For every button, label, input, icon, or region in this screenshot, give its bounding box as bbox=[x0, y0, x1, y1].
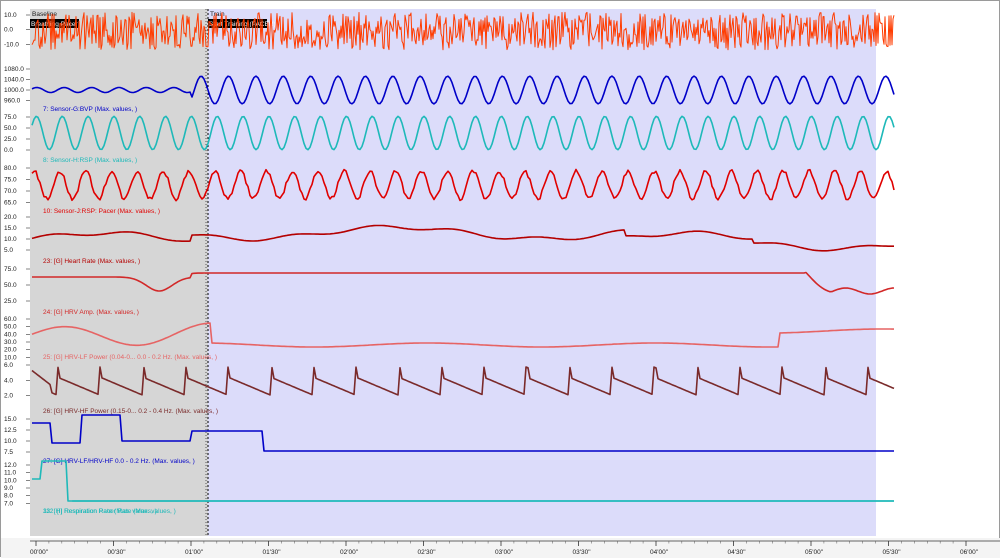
time-tick-label: 03'00" bbox=[495, 549, 514, 556]
y-tick-label: 75.0 bbox=[4, 177, 17, 184]
y-tick-label: 1040.0 bbox=[4, 77, 24, 84]
channel-ch27[interactable]: 15.0 12.5 10.0 7.5 27: [G] HRV-LF/HRV-HF 0.0… bbox=[4, 414, 894, 465]
channel-ch24[interactable]: 75.0 50.0 25.0 24: [G] HRV Amp. (Max. value… bbox=[4, 266, 895, 316]
y-tick-label: 11.0 bbox=[4, 470, 17, 477]
time-tick-label: 01'00" bbox=[185, 549, 204, 556]
channel-ch10[interactable]: 80.0 75.0 70.0 65.0 10: Sensor-J:RSP: Pacer … bbox=[4, 165, 895, 215]
phase-label-baseline: Baseline bbox=[32, 11, 57, 18]
time-tick-label: 04'30" bbox=[728, 549, 747, 556]
y-tick-label: 12.0 bbox=[4, 462, 17, 469]
y-tick-label: 50.0 bbox=[4, 282, 17, 289]
trace-ch8[interactable] bbox=[31, 115, 895, 151]
y-tick-label: 8.0 bbox=[4, 493, 13, 500]
y-tick-label: 15.0 bbox=[4, 416, 17, 423]
axis-gutter bbox=[1, 1, 30, 544]
phase-label-train: Train bbox=[210, 11, 225, 18]
trace-ch25[interactable] bbox=[31, 322, 894, 348]
channel-ch1[interactable]: 10.0 0.0 -10.0 bbox=[4, 11, 895, 51]
y-tick-label: 10.0 bbox=[4, 354, 17, 361]
y-tick-label: 2.0 bbox=[4, 393, 13, 400]
time-axis-bar bbox=[1, 538, 1000, 558]
event-marker-start-training[interactable]: Start Training (PACER) bbox=[205, 9, 276, 536]
y-tick-label: 75.0 bbox=[4, 266, 17, 273]
time-tick-label: 01'30" bbox=[263, 549, 282, 556]
time-tick-label: 03'30" bbox=[573, 549, 592, 556]
time-tick-label: 05'30" bbox=[883, 549, 902, 556]
y-tick-label: 1080.0 bbox=[4, 66, 24, 73]
y-tick-label: 50.0 bbox=[4, 125, 17, 132]
time-tick-label: 05'00" bbox=[805, 549, 824, 556]
baseline-region bbox=[30, 9, 208, 536]
channel-label: 10: Sensor-J:RSP: Pacer (Max. values, ) bbox=[43, 208, 160, 215]
y-tick-label: 12.5 bbox=[4, 427, 17, 434]
y-tick-label: 30.0 bbox=[4, 339, 17, 346]
trace-ch23[interactable] bbox=[31, 224, 894, 252]
y-tick-label: 10.0 bbox=[4, 12, 17, 19]
y-tick-label: 80.0 bbox=[4, 165, 17, 172]
channel-label: 27: [G] HRV-LF/HRV-HF 0.0 - 0.2 Hz. (Max… bbox=[43, 458, 195, 465]
y-tick-label: 65.0 bbox=[4, 200, 17, 207]
event-label: Start Training (PACER) bbox=[209, 21, 276, 28]
channel-label: 23: [G] Heart Rate (Max. values, ) bbox=[43, 258, 140, 265]
y-tick-label: 6.0 bbox=[4, 362, 13, 369]
y-tick-label: 7.5 bbox=[4, 449, 13, 456]
y-tick-label: 75.0 bbox=[4, 114, 17, 121]
channel-ch112[interactable]: 112: [I] Respiration Pacer Rate (Max. va… bbox=[43, 500, 894, 515]
channel-label: 8: Sensor-H:RSP (Max. values, ) bbox=[43, 157, 137, 164]
trace-ch10[interactable] bbox=[31, 168, 895, 202]
y-tick-label: 4.0 bbox=[4, 377, 13, 384]
channel-ch8[interactable]: 75.0 50.0 25.0 0.0 8: Sensor-H:RSP (Max. val… bbox=[4, 114, 895, 164]
y-tick-label: 20.0 bbox=[4, 347, 17, 354]
y-tick-label: 50.0 bbox=[4, 324, 17, 331]
trace-ch26[interactable] bbox=[31, 366, 895, 396]
y-tick-label: 0.0 bbox=[4, 27, 13, 34]
y-tick-label: 1000.0 bbox=[4, 87, 24, 94]
y-tick-label: 10.0 bbox=[4, 236, 17, 243]
time-tick-label: 00'00" bbox=[30, 549, 49, 556]
channel-label: 7: Sensor-G:BVP (Max. values, ) bbox=[43, 106, 137, 113]
y-tick-label: 20.0 bbox=[4, 214, 17, 221]
channel-ch23[interactable]: 20.0 15.0 10.0 5.0 23: [G] Heart Rate (Max. … bbox=[4, 214, 894, 265]
channel-label: 112: [I] Respiration Pacer Rate (Max. va… bbox=[43, 508, 176, 515]
y-tick-label: 15.0 bbox=[4, 225, 17, 232]
channel-ch26[interactable]: 6.0 4.0 2.0 26: [G] HRV-HF Power (0.15-0...… bbox=[4, 362, 895, 415]
channel-label: 25: [G] HRV-LF Power (0.04-0... 0.0 - 0.… bbox=[43, 354, 217, 361]
channel-ch7[interactable]: 1080.0 1040.0 1000.0 960.0 7: Sensor-G:BVP (… bbox=[4, 66, 895, 113]
time-axis: 00'00" 00'30" 01'00" 01'30" 02'00" 02'30" 03'0… bbox=[1, 538, 1000, 558]
y-tick-label: 7.0 bbox=[4, 500, 13, 507]
trace-ch7[interactable] bbox=[31, 75, 895, 105]
channel-label: 24: [G] HRV Amp. (Max. values, ) bbox=[43, 309, 139, 316]
y-tick-label: 10.0 bbox=[4, 438, 17, 445]
channel-ch25[interactable]: 60.050.040.030.020.010.0 25: [G] HRV-LF P… bbox=[4, 316, 894, 361]
y-tick-label: 70.0 bbox=[4, 188, 17, 195]
trace-ch24[interactable] bbox=[32, 271, 895, 295]
time-tick-label: 02'30" bbox=[418, 549, 437, 556]
y-tick-label: 5.0 bbox=[4, 247, 13, 254]
y-tick-label: 25.0 bbox=[4, 136, 17, 143]
y-tick-label: 25.0 bbox=[4, 298, 17, 305]
y-tick-label: 60.0 bbox=[4, 316, 17, 323]
time-tick-label: 04'00" bbox=[650, 549, 669, 556]
channel-label: 33: [H] Respiration Rate (Max. values, ) bbox=[43, 508, 157, 515]
y-tick-label: 10.0 bbox=[4, 477, 17, 484]
y-tick-label: 9.0 bbox=[4, 485, 13, 492]
y-tick-label: -10.0 bbox=[4, 41, 19, 48]
time-tick-label: 06'00" bbox=[960, 549, 979, 556]
y-tick-label: 40.0 bbox=[4, 331, 17, 338]
y-tick-label: 0.0 bbox=[4, 147, 13, 154]
time-tick-label: 00'30" bbox=[108, 549, 127, 556]
time-tick-label: 02'00" bbox=[340, 549, 359, 556]
y-tick-label: 960.0 bbox=[4, 98, 21, 105]
channel-label: 26: [G] HRV-HF Power (0.15-0... 0.2 - 0.… bbox=[43, 408, 218, 415]
trace-ch1[interactable] bbox=[31, 11, 895, 51]
channel-traces: 10.0 0.0 -10.0 1080.0 1040.0 1000.0 960.0 7: Se… bbox=[4, 11, 895, 515]
trace-ch27[interactable] bbox=[32, 414, 894, 452]
